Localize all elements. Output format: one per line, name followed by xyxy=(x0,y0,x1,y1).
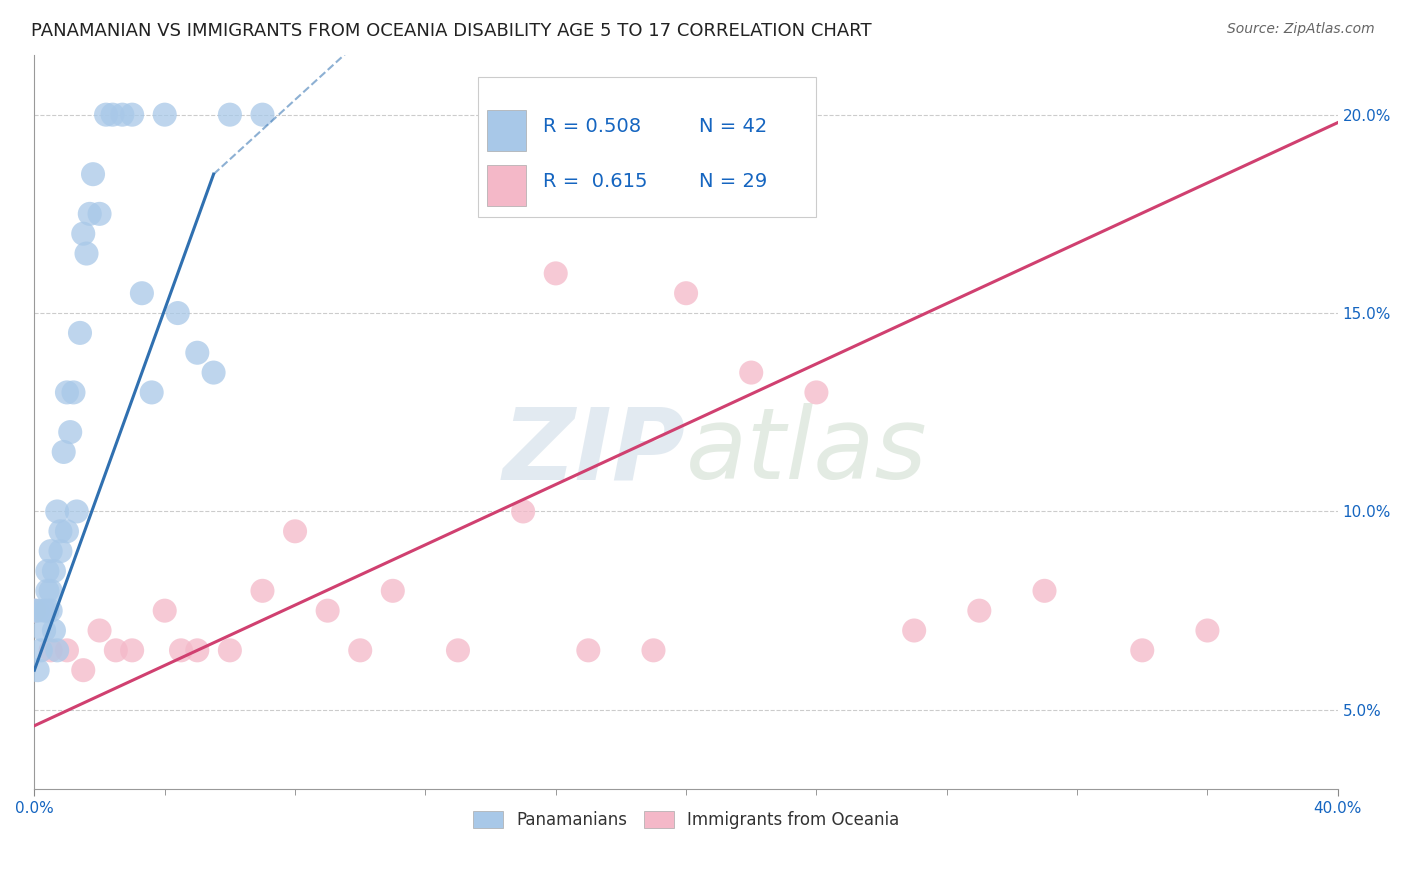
Point xyxy=(740,366,762,380)
FancyBboxPatch shape xyxy=(478,78,817,217)
Point xyxy=(131,286,153,301)
Point xyxy=(576,643,599,657)
Point xyxy=(27,663,49,677)
Point xyxy=(104,643,127,657)
Bar xyxy=(486,165,526,206)
Point xyxy=(121,643,143,657)
Point xyxy=(32,624,55,638)
Point xyxy=(37,583,59,598)
Text: R = 0.508: R = 0.508 xyxy=(543,117,641,136)
Point xyxy=(219,643,242,657)
Point xyxy=(89,207,111,221)
Legend: Panamanians, Immigrants from Oceania: Panamanians, Immigrants from Oceania xyxy=(467,805,905,836)
Point xyxy=(1033,583,1056,598)
Point xyxy=(79,207,101,221)
Point xyxy=(72,227,94,241)
Point xyxy=(170,643,193,657)
Point xyxy=(39,604,62,618)
Point xyxy=(903,624,925,638)
Point xyxy=(27,604,49,618)
Point xyxy=(186,643,208,657)
Point xyxy=(806,385,828,400)
Point xyxy=(1197,624,1219,638)
Point xyxy=(42,624,65,638)
Point xyxy=(969,604,991,618)
Point xyxy=(82,167,104,181)
Point xyxy=(447,643,470,657)
Point xyxy=(69,326,91,340)
Text: atlas: atlas xyxy=(686,403,928,500)
Text: Source: ZipAtlas.com: Source: ZipAtlas.com xyxy=(1227,22,1375,37)
Point xyxy=(1130,643,1153,657)
Point xyxy=(39,583,62,598)
Point xyxy=(166,306,188,320)
Point xyxy=(219,108,242,122)
Point xyxy=(284,524,307,539)
Point xyxy=(141,385,163,400)
Text: PANAMANIAN VS IMMIGRANTS FROM OCEANIA DISABILITY AGE 5 TO 17 CORRELATION CHART: PANAMANIAN VS IMMIGRANTS FROM OCEANIA DI… xyxy=(31,22,872,40)
Point xyxy=(32,604,55,618)
Point xyxy=(56,385,79,400)
Point xyxy=(49,544,72,558)
Point xyxy=(202,366,225,380)
Point xyxy=(349,643,371,657)
Point xyxy=(22,604,45,618)
Point xyxy=(675,286,697,301)
Text: R =  0.615: R = 0.615 xyxy=(543,172,647,191)
Point xyxy=(39,544,62,558)
Point xyxy=(153,108,176,122)
Point xyxy=(39,643,62,657)
Point xyxy=(381,583,404,598)
Point xyxy=(37,564,59,578)
Point xyxy=(94,108,117,122)
Point xyxy=(89,624,111,638)
Point xyxy=(46,504,69,518)
Point xyxy=(111,108,134,122)
Point xyxy=(252,108,274,122)
Point xyxy=(56,524,79,539)
Point xyxy=(56,643,79,657)
Text: N = 29: N = 29 xyxy=(699,172,768,191)
Point xyxy=(49,524,72,539)
Point xyxy=(42,564,65,578)
Point xyxy=(30,643,52,657)
Point xyxy=(643,643,665,657)
Point xyxy=(52,445,75,459)
Point xyxy=(316,604,339,618)
Point xyxy=(76,246,98,260)
Text: N = 42: N = 42 xyxy=(699,117,768,136)
Point xyxy=(37,604,59,618)
Text: ZIP: ZIP xyxy=(503,403,686,500)
Point xyxy=(186,345,208,359)
Point xyxy=(22,604,45,618)
Point xyxy=(59,425,82,439)
Point xyxy=(512,504,534,518)
Bar xyxy=(486,111,526,151)
Point xyxy=(46,643,69,657)
Point xyxy=(66,504,89,518)
Point xyxy=(252,583,274,598)
Point xyxy=(121,108,143,122)
Point xyxy=(153,604,176,618)
Point xyxy=(544,266,567,280)
Point xyxy=(72,663,94,677)
Point xyxy=(101,108,124,122)
Point xyxy=(62,385,84,400)
